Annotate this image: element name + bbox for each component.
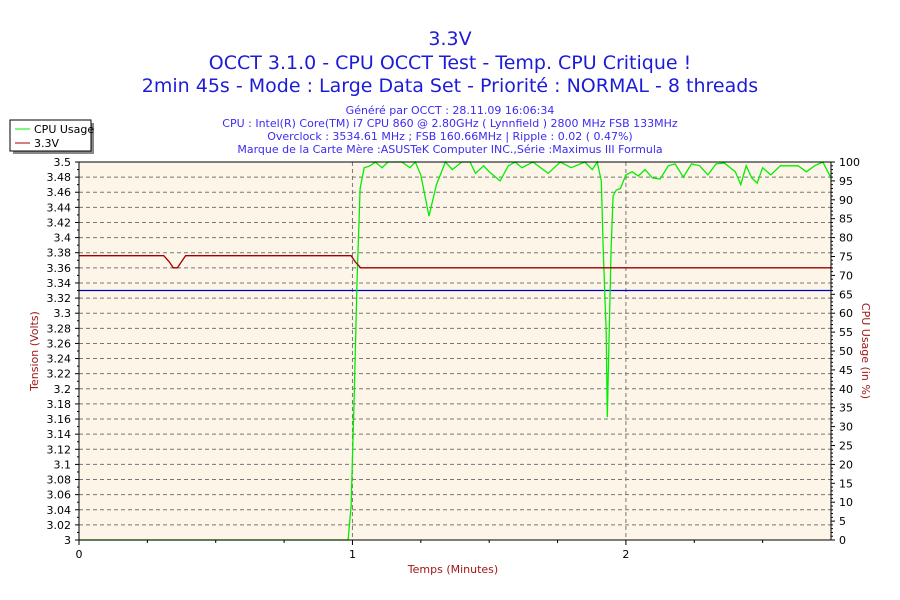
y2-tick-label: 80 — [839, 232, 853, 245]
y-tick-label: 3.18 — [47, 398, 72, 411]
y-tick-label: 3.04 — [47, 504, 72, 517]
y-tick-label: 3.4 — [54, 232, 72, 245]
y-tick-label: 3.28 — [47, 322, 72, 335]
y-tick-label: 3.48 — [47, 171, 72, 184]
y2-tick-label: 10 — [839, 496, 853, 509]
series-line-3-3v — [79, 255, 831, 269]
info-cpu: CPU : Intel(R) Core(TM) i7 CPU 860 @ 2.8… — [222, 117, 678, 130]
legend-box — [9, 119, 92, 152]
chart-subtitle-1: OCCT 3.1.0 - CPU OCCT Test - Temp. CPU C… — [209, 52, 692, 74]
legend: CPU Usage 3.3V — [9, 119, 94, 154]
y2-tick-label: 15 — [839, 477, 853, 490]
grid — [79, 162, 831, 540]
y2-tick-label: 100 — [839, 156, 860, 169]
y-tick-label: 3.36 — [47, 262, 72, 275]
y-tick-label: 3.32 — [47, 292, 72, 305]
y-tick-label: 3.46 — [47, 186, 72, 199]
series-group — [79, 160, 832, 541]
info-generated: Généré par OCCT : 28.11.09 16:06:34 — [346, 104, 555, 117]
x-tick-label: 1 — [349, 548, 356, 561]
x-tick-label: 0 — [76, 548, 83, 561]
y-axis-label: Tension (Volts) — [28, 311, 41, 392]
y-tick-label: 3.34 — [47, 277, 72, 290]
plot-area — [79, 162, 831, 540]
series-line-cpu-usage — [79, 160, 832, 541]
y2-tick-label: 30 — [839, 421, 853, 434]
y-tick-label: 3.5 — [54, 156, 72, 169]
chart-title: 3.3V — [428, 28, 471, 50]
y-tick-label: 3.3 — [54, 307, 72, 320]
y-tick-label: 3.14 — [47, 428, 72, 441]
y-tick-label: 3.08 — [47, 474, 72, 487]
y2-tick-label: 40 — [839, 383, 853, 396]
legend-label-3v3: 3.3V — [34, 137, 59, 150]
y-tick-label: 3.44 — [47, 201, 72, 214]
y-tick-label: 3.24 — [47, 353, 72, 366]
y-tick-label: 3.12 — [47, 443, 72, 456]
y-tick-label: 3.06 — [47, 489, 72, 502]
y2-tick-label: 35 — [839, 402, 853, 415]
info-motherboard: Marque de la Carte Mère :ASUSTeK Compute… — [237, 143, 662, 156]
y-tick-label: 3 — [64, 534, 71, 547]
y-tick-label: 3.02 — [47, 519, 72, 532]
y-tick-label: 3.16 — [47, 413, 72, 426]
y-tick-label: 3.22 — [47, 368, 72, 381]
y2-tick-label: 65 — [839, 288, 853, 301]
y2-tick-label: 5 — [839, 515, 846, 528]
x-axis-label: Temps (Minutes) — [407, 563, 498, 576]
y-tick-label: 3.1 — [54, 458, 72, 471]
y-tick-label: 3.38 — [47, 247, 72, 260]
y2-tick-label: 0 — [839, 534, 846, 547]
y2-tick-label: 45 — [839, 364, 853, 377]
y2-tick-label: 70 — [839, 269, 853, 282]
y2-tick-label: 90 — [839, 194, 853, 207]
y2-tick-label: 50 — [839, 345, 853, 358]
y-tick-label: 3.26 — [47, 337, 72, 350]
y2-tick-label: 25 — [839, 440, 853, 453]
y2-tick-label: 60 — [839, 307, 853, 320]
x-tick-label: 2 — [622, 548, 629, 561]
y2-tick-label: 75 — [839, 251, 853, 264]
y2-tick-label: 20 — [839, 458, 853, 471]
y2-tick-label: 55 — [839, 326, 853, 339]
legend-label-cpu-usage: CPU Usage — [34, 123, 94, 136]
chart-subtitle-2: 2min 45s - Mode : Large Data Set - Prior… — [142, 75, 758, 97]
y-tick-label: 3.2 — [54, 383, 72, 396]
y-tick-label: 3.42 — [47, 216, 72, 229]
ticks: 3 3.02 3.04 3.06 3.08 3.1 3.12 3.14 3.16 3.18 3.2 3… — [47, 156, 861, 561]
y2-axis-label: CPU Usage (in %) — [859, 303, 872, 399]
y2-tick-label: 85 — [839, 213, 853, 226]
info-overclock: Overclock : 3534.61 MHz ; FSB 160.66MHz … — [267, 130, 632, 143]
y2-tick-label: 95 — [839, 175, 853, 188]
